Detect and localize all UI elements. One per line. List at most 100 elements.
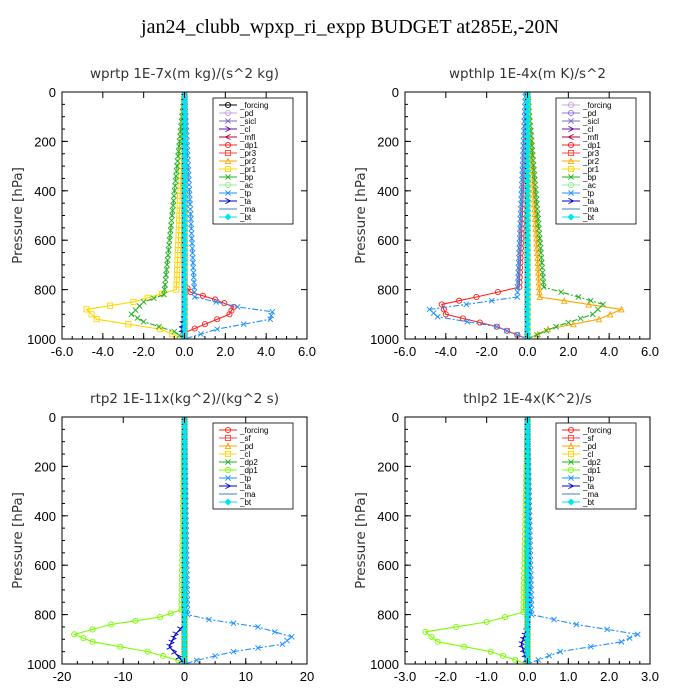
legend: _forcing_sf_pd_cl_dp2_dp1_tp_ta_ma_bt <box>212 422 294 510</box>
panel-title: wpthlp 1E-4x(m K)/s^2 <box>449 66 606 82</box>
x-tick-label: -4.0 <box>435 344 457 359</box>
series-line-tp <box>526 417 640 664</box>
legend-marker <box>225 190 231 196</box>
legend-marker <box>568 174 574 180</box>
x-tick-label: -2.0 <box>435 669 457 684</box>
legend-marker <box>224 101 232 109</box>
legend-label: _pd <box>582 109 596 118</box>
data-point-dp1 <box>89 638 96 645</box>
data-point-tp <box>213 299 220 305</box>
data-point-bp <box>156 323 162 330</box>
panel-title: rtp2 1E-11x(kg^2)/(kg^2 s) <box>90 391 279 407</box>
legend-label: _sicl <box>582 117 599 126</box>
legend-marker <box>568 475 574 481</box>
data-point-bp <box>169 207 176 214</box>
data-point-tp <box>279 641 286 648</box>
data-point-dp1 <box>483 618 490 626</box>
legend-marker <box>567 434 575 442</box>
data-point-tp <box>488 297 495 304</box>
data-point-bp <box>540 279 547 286</box>
y-tick-label: 800 <box>34 608 56 623</box>
data-point-bp <box>168 222 174 229</box>
legend-marker <box>568 197 575 205</box>
data-point-tp <box>515 264 522 271</box>
data-point-bp <box>172 182 178 189</box>
data-point-tp <box>514 331 521 338</box>
legend-label: _tp <box>239 474 252 483</box>
data-point-tp <box>519 176 525 183</box>
x-tick-label: 0.0 <box>518 344 536 359</box>
legend-label: _pd <box>239 442 253 451</box>
y-tick-label: 800 <box>377 608 399 623</box>
legend-label: _dp1 <box>239 141 258 150</box>
data-point-tp <box>193 657 200 664</box>
legend-label: _sicl <box>239 117 256 126</box>
x-tick-label: -1.0 <box>475 669 497 684</box>
data-point-tp <box>186 186 193 193</box>
data-point-bp <box>176 332 183 339</box>
data-point-tp <box>214 326 221 333</box>
x-tick-label: -20 <box>53 669 72 684</box>
data-point-bp <box>166 242 172 249</box>
data-point-pr2 <box>560 297 568 304</box>
data-point-pr1 <box>125 321 132 328</box>
data-point-bp <box>539 264 546 271</box>
legend-marker <box>568 190 574 196</box>
data-point-tp <box>515 269 522 276</box>
y-tick-label: 1000 <box>370 332 399 347</box>
legend: _forcing_sf_pd_cl_dp2_dp1_tp_ta_ma_bt <box>555 422 637 510</box>
data-point-bp <box>539 269 546 276</box>
legend-label: _dp2 <box>239 458 258 467</box>
data-point-bp <box>171 328 178 335</box>
legend-label: _cl <box>582 125 593 134</box>
legend-label: _mfl <box>239 133 255 142</box>
data-point-tp <box>516 230 523 237</box>
x-tick-label: 10 <box>239 669 253 684</box>
x-tick-label: -6.0 <box>394 344 416 359</box>
data-point-bp <box>558 289 565 295</box>
data-point-bp <box>535 215 542 222</box>
data-point-bp <box>167 227 174 234</box>
data-point-tp <box>189 240 195 247</box>
legend-label: _sf <box>582 434 594 443</box>
legend-marker <box>568 125 575 133</box>
legend-label: _ma <box>582 205 599 214</box>
chart-panel-wpthlp: wpthlp 1E-4x(m K)/s^2 Pressure [hPa] -6.0 -… <box>353 66 659 359</box>
data-point-pr2 <box>536 293 544 301</box>
data-point-tp <box>626 635 633 641</box>
data-point-tp <box>230 620 237 627</box>
data-point-tp <box>288 633 295 640</box>
data-point-pr2 <box>618 305 625 313</box>
legend-label: _pr1 <box>239 165 257 174</box>
data-point-bp <box>530 162 537 169</box>
data-point-tp <box>189 245 196 252</box>
legend-label: _forcing <box>582 101 611 110</box>
data-point-dp1 <box>494 289 501 296</box>
data-point-bp <box>533 196 540 203</box>
legend-label: _dp1 <box>239 466 258 475</box>
data-point-bp <box>533 201 540 208</box>
legend-marker <box>225 118 231 124</box>
data-point-bp <box>537 240 544 247</box>
data-point-dp1 <box>512 656 519 663</box>
legend-marker <box>567 466 575 474</box>
legend-label: _pr2 <box>582 157 600 166</box>
data-point-bp <box>170 202 176 209</box>
data-point-dp1 <box>499 652 507 659</box>
data-point-dp1 <box>191 325 198 332</box>
legend-label: _tp <box>239 189 252 198</box>
data-point-tp <box>557 648 564 655</box>
data-point-tp <box>517 225 523 232</box>
legend-label: _dp1 <box>582 141 601 150</box>
data-point-dp1 <box>434 638 441 645</box>
x-tick-label: -10 <box>114 669 133 684</box>
y-tick-label: 0 <box>392 410 399 425</box>
data-point-pr1 <box>130 298 137 306</box>
data-point-pr1 <box>106 302 114 309</box>
data-point-dp1 <box>214 316 221 323</box>
legend-marker <box>567 426 575 434</box>
data-point-tp <box>187 211 194 217</box>
data-point-tp <box>269 308 276 315</box>
data-point-tp <box>546 652 553 659</box>
legend-marker <box>567 109 575 117</box>
